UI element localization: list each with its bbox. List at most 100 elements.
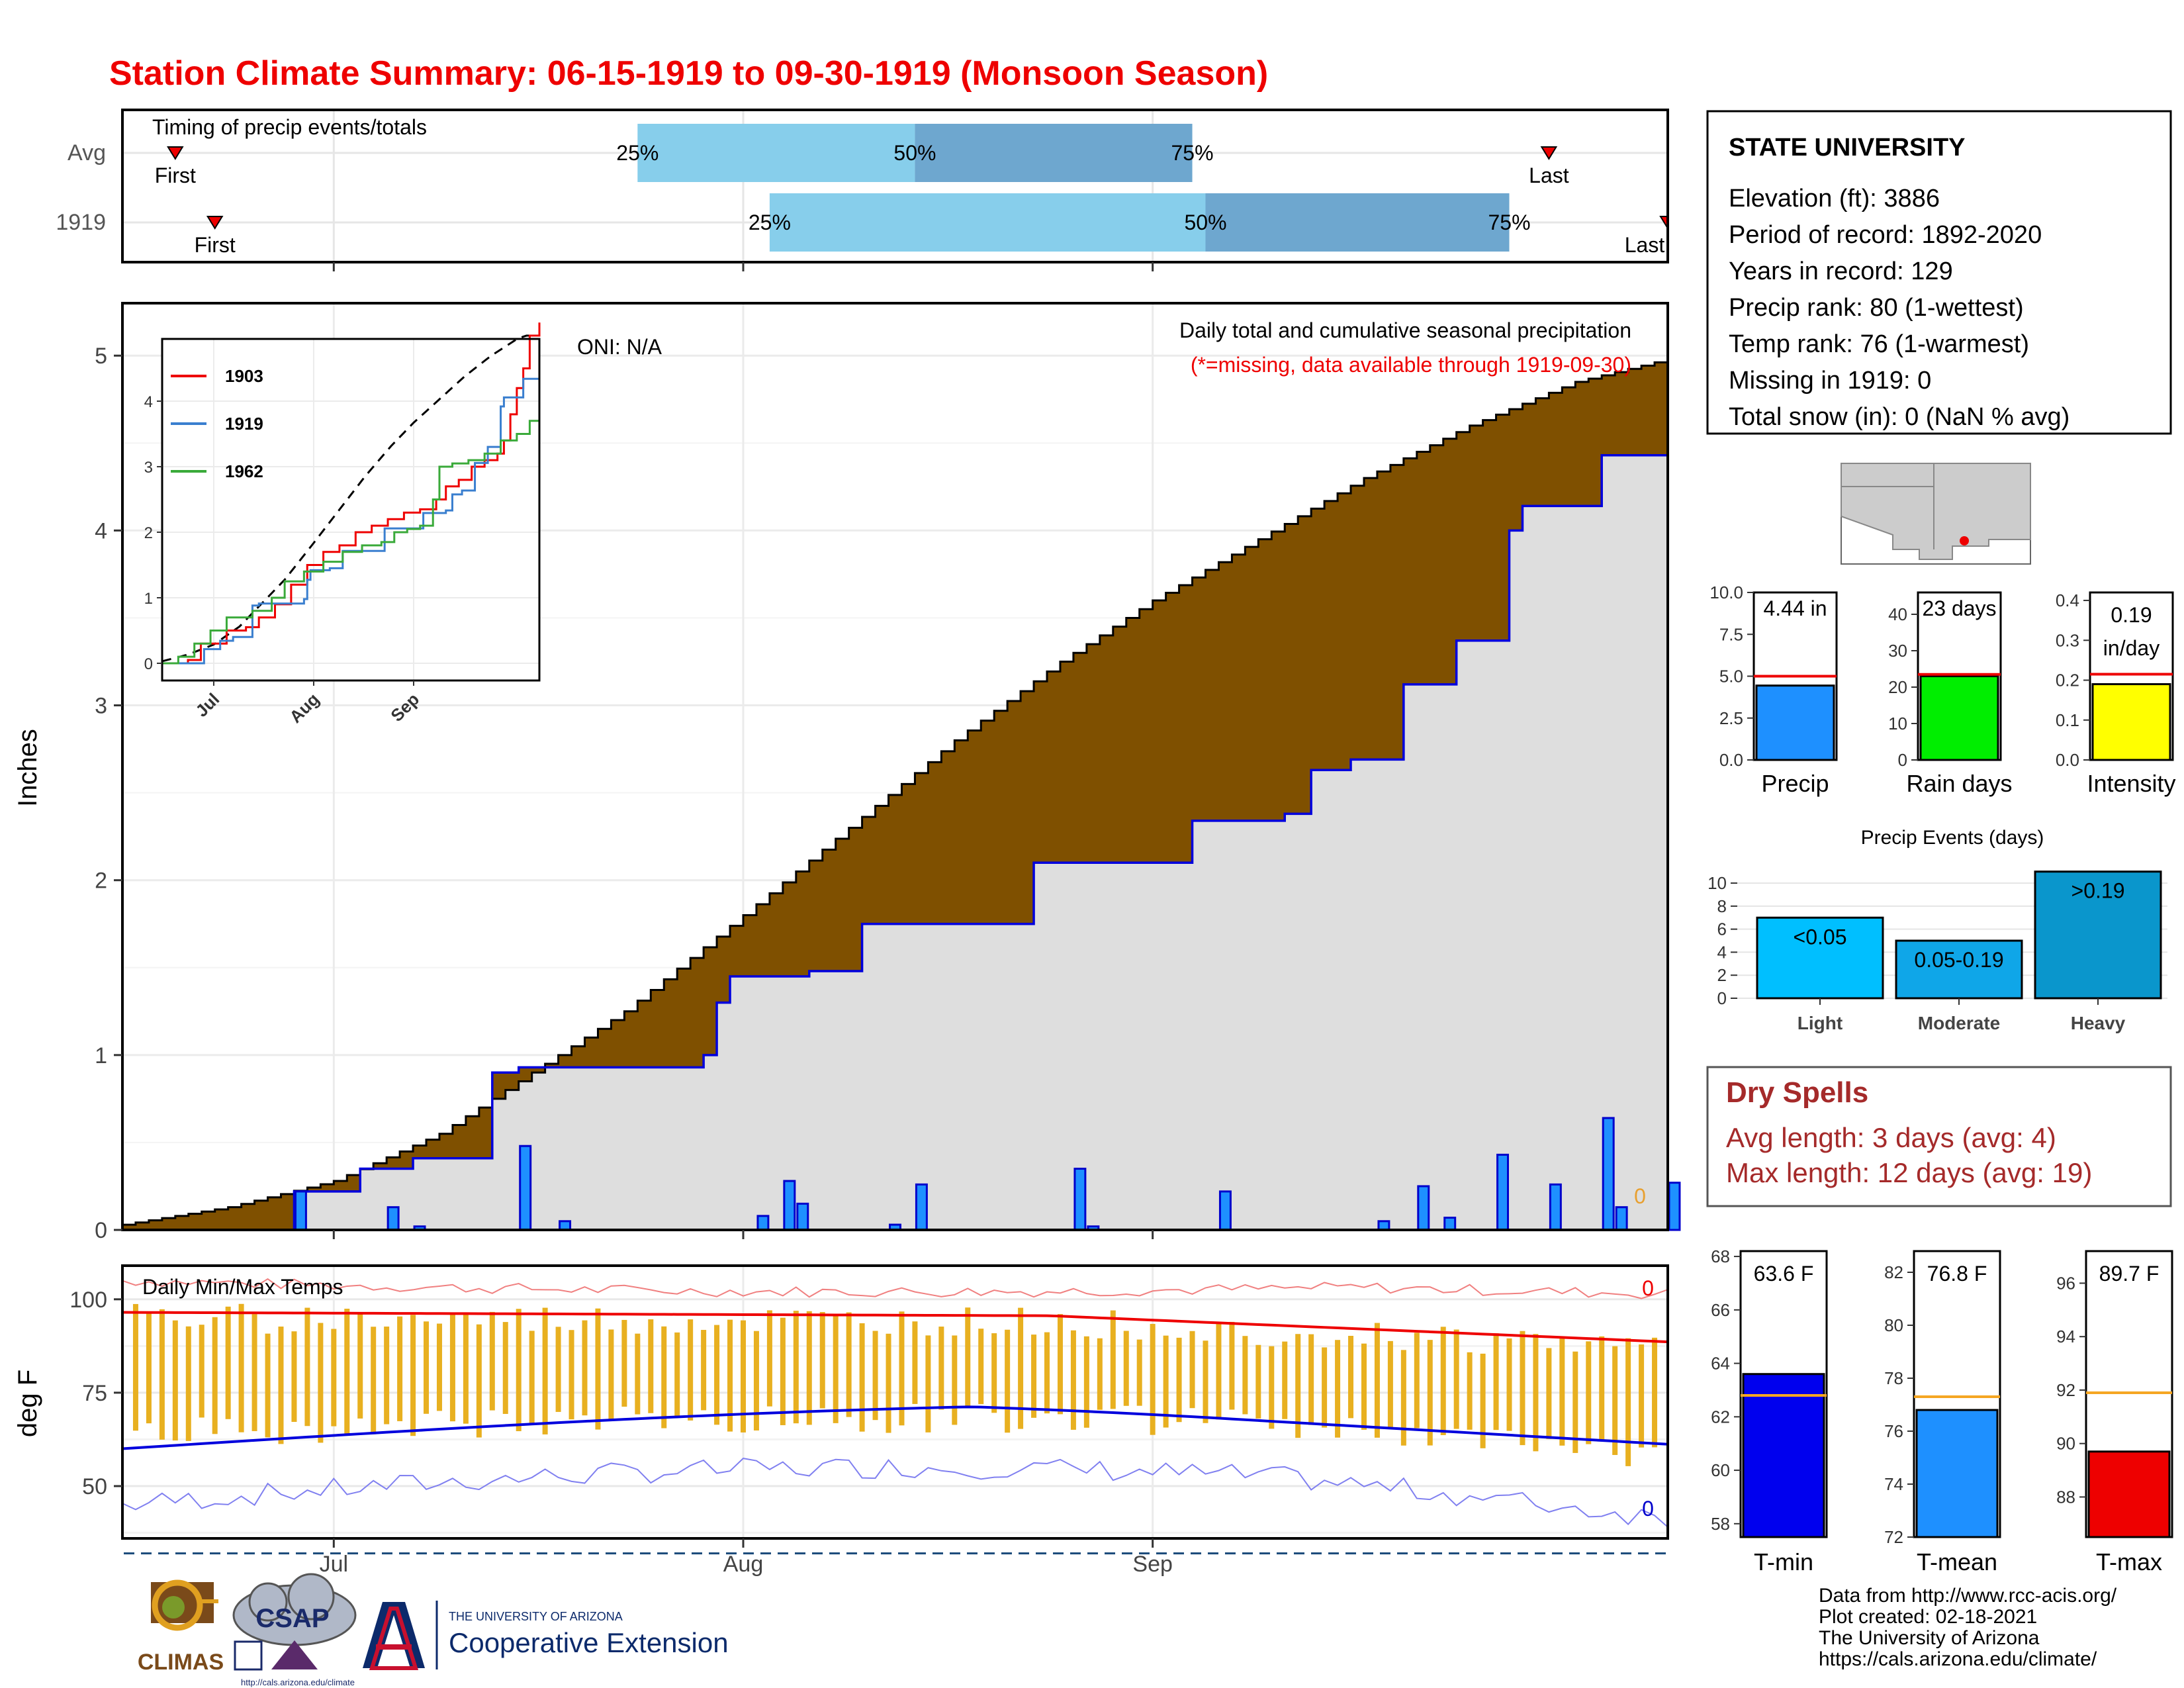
avg-high-line bbox=[122, 1311, 1668, 1344]
mini-bar-tick: 30 bbox=[1888, 641, 1907, 661]
timing-label: Timing of precip events/totals bbox=[152, 115, 427, 139]
daily-temp-bar bbox=[424, 1321, 430, 1414]
daily-temp-bar bbox=[714, 1325, 720, 1425]
mini-bar-tick: 20 bbox=[1888, 677, 1907, 697]
daily-temp-bar bbox=[146, 1313, 152, 1424]
time-x-tick: Jul bbox=[320, 1552, 348, 1577]
temp-frame bbox=[121, 1264, 1669, 1540]
daily-temp-bar bbox=[251, 1314, 257, 1431]
daily-temp-bar bbox=[1216, 1323, 1222, 1420]
daily-temp-bar bbox=[1229, 1321, 1235, 1410]
temp-zero-top: 0 bbox=[1642, 1276, 1654, 1300]
temp-bar-value bbox=[1742, 1373, 1825, 1538]
record-low-line bbox=[122, 1458, 1668, 1528]
daily-precip-bar bbox=[1417, 1185, 1430, 1231]
daily-temp-bar bbox=[344, 1309, 350, 1435]
daily-temp-bar bbox=[1467, 1352, 1473, 1430]
timing-pct-label: 50% bbox=[893, 141, 936, 165]
daily-temp-bar bbox=[449, 1313, 455, 1422]
daily-temp-bar bbox=[1440, 1327, 1446, 1435]
daily-temp-bar bbox=[476, 1324, 482, 1438]
inset-y-tick: 2 bbox=[144, 524, 153, 542]
inset-y-tick: 1 bbox=[144, 590, 153, 608]
daily-temp-bar bbox=[1031, 1335, 1037, 1418]
temp-bar-label: T-mean bbox=[1917, 1548, 1997, 1575]
daily-temp-bar bbox=[1308, 1334, 1314, 1425]
mini-bar-tick: 7.5 bbox=[1719, 624, 1743, 644]
timing-marker bbox=[167, 146, 184, 160]
record-high-line bbox=[122, 1278, 1668, 1299]
temp-bar-tick: 96 bbox=[2056, 1273, 2075, 1293]
precip-y-tick: 5 bbox=[95, 344, 107, 369]
timing-bar-50-75 bbox=[915, 124, 1193, 182]
daily-temp-bar bbox=[371, 1327, 377, 1434]
station-info-line: Missing in 1919: 0 bbox=[1729, 367, 1931, 395]
daily-temp-bar bbox=[1612, 1346, 1618, 1455]
mini-bar-tick: 5.0 bbox=[1719, 667, 1743, 686]
credit-line: Plot created: 02-18-2021 bbox=[1819, 1606, 2037, 1628]
daily-temp-bar bbox=[172, 1320, 178, 1441]
daily-temp-bar bbox=[1097, 1338, 1103, 1410]
temp-bar-value bbox=[2087, 1450, 2171, 1538]
daily-temp-bar bbox=[1282, 1341, 1288, 1419]
events-category: Light bbox=[1797, 1013, 1843, 1033]
csap-logo: CSAP http://cals.arizona.edu/climate bbox=[232, 1573, 357, 1687]
daily-temp-bar bbox=[1506, 1338, 1512, 1431]
daily-temp-bar bbox=[688, 1319, 694, 1421]
mini-bar-label: Intensity bbox=[2087, 770, 2175, 797]
daily-temp-bar bbox=[529, 1331, 535, 1423]
daily-temp-bar bbox=[991, 1333, 997, 1413]
inset-legend-label: 1962 bbox=[225, 461, 263, 481]
cooperative-extension-text: Cooperative Extension bbox=[449, 1627, 729, 1658]
timing-pct-label: 25% bbox=[616, 141, 659, 165]
daily-temp-bar bbox=[436, 1323, 442, 1411]
events-bar-label: 0.05-0.19 bbox=[1914, 948, 2003, 972]
daily-temp-bar bbox=[582, 1320, 588, 1416]
station-info-line: Elevation (ft): 3886 bbox=[1729, 185, 1940, 212]
daily-temp-bar bbox=[1269, 1346, 1275, 1429]
temp-zero-bottom: 0 bbox=[1642, 1497, 1654, 1521]
daily-temp-bar bbox=[291, 1331, 297, 1423]
daily-temp-bar bbox=[661, 1326, 667, 1429]
station-location-dot bbox=[1960, 536, 1969, 545]
daily-temp-bar bbox=[1586, 1341, 1592, 1444]
events-title: Precip Events (days) bbox=[1861, 827, 2044, 849]
daily-precip-bar bbox=[1602, 1117, 1615, 1231]
station-info-box: STATE UNIVERSITY Elevation (ft): 3886 Per… bbox=[1706, 110, 2172, 435]
mini-bar-tick: 0.1 bbox=[2056, 710, 2079, 730]
daily-temp-bar bbox=[1546, 1348, 1552, 1439]
daily-temp-bar bbox=[1083, 1336, 1089, 1428]
daily-temp-bar bbox=[753, 1331, 759, 1430]
temp-bar-label: T-min bbox=[1754, 1548, 1813, 1575]
daily-temp-bar bbox=[1639, 1344, 1645, 1448]
station-name: STATE UNIVERSITY bbox=[1729, 134, 1966, 162]
daily-temp-bar bbox=[1453, 1329, 1459, 1429]
timing-marker-label: Last bbox=[1625, 233, 1665, 257]
daily-temp-bar bbox=[1348, 1336, 1354, 1419]
inset-legend-label: 1903 bbox=[225, 366, 263, 386]
inset-y-tick: 4 bbox=[144, 393, 153, 411]
temp-bar-tick: 66 bbox=[1711, 1300, 1730, 1320]
station-frame bbox=[1706, 110, 2172, 435]
temp-bar-tick: 90 bbox=[2056, 1434, 2075, 1454]
daily-temp-bar bbox=[1044, 1332, 1050, 1414]
temp-bar-value-text: 89.7 F bbox=[2099, 1262, 2160, 1286]
daily-precip-bar bbox=[783, 1180, 796, 1231]
daily-temp-bar bbox=[1361, 1343, 1367, 1430]
events-y-tick: 6 bbox=[1717, 919, 1727, 939]
events-y-tick: 0 bbox=[1717, 988, 1727, 1008]
cumulative-1919-area bbox=[122, 455, 1668, 1231]
daily-temp-bar bbox=[701, 1330, 707, 1411]
daily-temp-bar bbox=[952, 1335, 958, 1425]
inset-y-tick: 0 bbox=[144, 655, 153, 673]
daily-temp-bar bbox=[793, 1311, 799, 1424]
precip-zero-marker: 0 bbox=[1634, 1184, 1646, 1208]
precip-subtitle: Daily total and cumulative seasonal prec… bbox=[1179, 318, 1631, 342]
events-bar bbox=[1756, 916, 1884, 1000]
inset-series-line bbox=[162, 407, 541, 665]
temp-bar-tick: 58 bbox=[1711, 1514, 1730, 1534]
mini-bar-label: Rain days bbox=[1906, 770, 2012, 797]
temp-bar-tick: 68 bbox=[1711, 1246, 1730, 1266]
temp-y-tick: 100 bbox=[69, 1288, 107, 1313]
time-x-tick: Sep bbox=[1132, 1552, 1173, 1577]
